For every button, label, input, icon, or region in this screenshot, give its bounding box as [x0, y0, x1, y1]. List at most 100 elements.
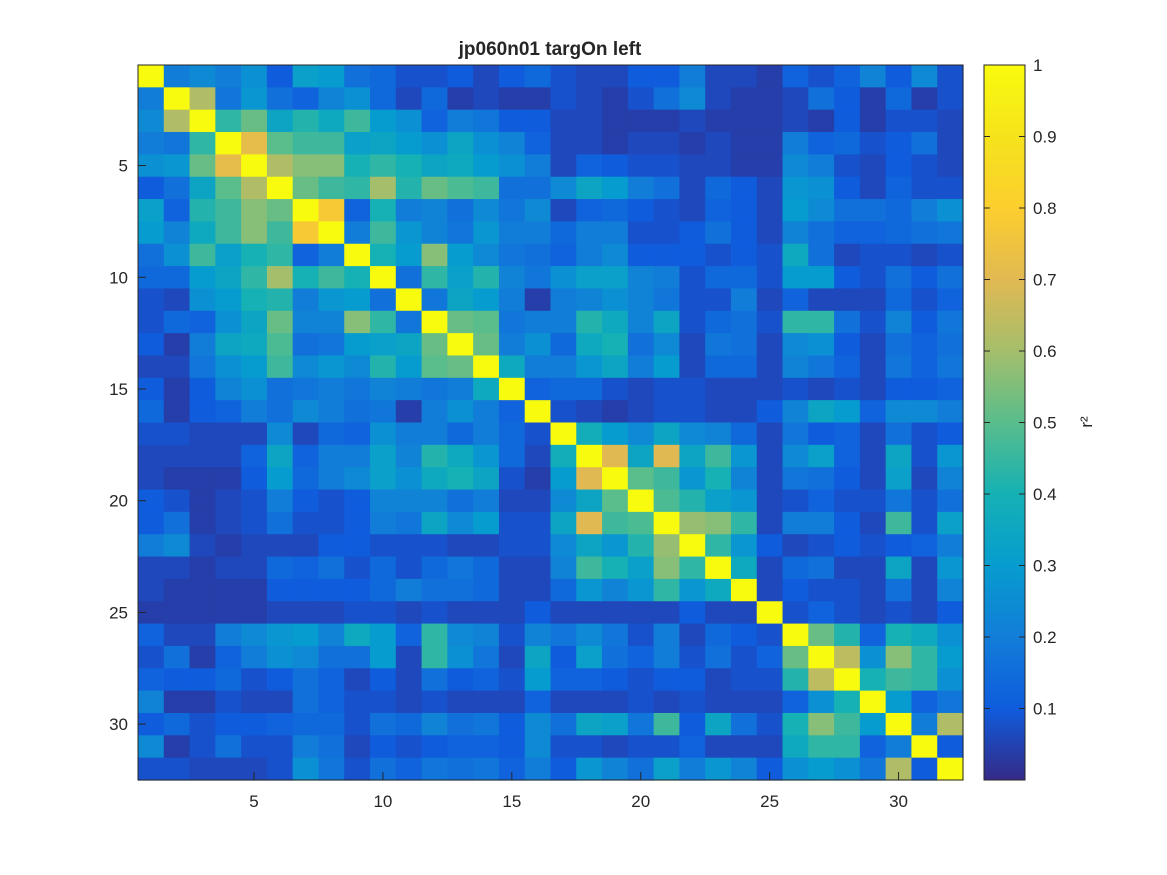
- heatmap-cell: [421, 601, 448, 625]
- heatmap-cell: [859, 243, 887, 267]
- heatmap-cell: [189, 712, 216, 736]
- heatmap-cell: [602, 690, 629, 714]
- heatmap-cell: [705, 578, 732, 602]
- heatmap-cell: [627, 601, 655, 625]
- heatmap-cell: [318, 578, 345, 602]
- heatmap-cell: [550, 601, 577, 625]
- heatmap-cell: [602, 511, 629, 535]
- heatmap-cell: [138, 489, 165, 513]
- heatmap-cell: [782, 243, 809, 267]
- heatmap-cell: [679, 176, 706, 200]
- heatmap-cell: [808, 377, 835, 401]
- heatmap-cell: [163, 87, 191, 111]
- heatmap-cell: [756, 310, 784, 334]
- heatmap-cell: [911, 668, 938, 692]
- heatmap-cell: [782, 467, 809, 491]
- heatmap-cell: [473, 601, 500, 625]
- heatmap-cell: [782, 534, 809, 558]
- heatmap-cell: [395, 355, 423, 379]
- heatmap-cell: [627, 623, 655, 647]
- heatmap-cell: [782, 645, 809, 669]
- heatmap-cell: [344, 266, 371, 290]
- heatmap-cell: [834, 556, 861, 580]
- heatmap-cell: [808, 623, 835, 647]
- heatmap-cell: [782, 757, 809, 781]
- heatmap-cell: [911, 534, 938, 558]
- heatmap-cell: [679, 377, 706, 401]
- heatmap-cell: [344, 199, 371, 222]
- heatmap-cell: [163, 154, 191, 178]
- heatmap-cell: [782, 556, 809, 580]
- heatmap-cell: [911, 87, 938, 111]
- heatmap-cell: [421, 266, 448, 290]
- heatmap-cell: [498, 735, 526, 759]
- heatmap-cell: [370, 333, 397, 357]
- heatmap-cell: [421, 400, 448, 424]
- heatmap-cell: [370, 109, 397, 133]
- heatmap-cell: [395, 511, 423, 535]
- heatmap-cell: [937, 511, 964, 535]
- heatmap-cell: [241, 757, 268, 781]
- heatmap-cell: [885, 757, 913, 781]
- heatmap-cell: [730, 623, 758, 647]
- heatmap-cell: [937, 422, 964, 446]
- heatmap-cell: [885, 132, 913, 155]
- heatmap-cell: [266, 556, 294, 580]
- heatmap-cell: [911, 199, 938, 222]
- heatmap-cell: [498, 221, 526, 245]
- heatmap-cell: [344, 757, 371, 781]
- heatmap-cell: [163, 601, 191, 625]
- colorbar-tick-label: 0.3: [1033, 557, 1057, 576]
- heatmap-cell: [138, 422, 165, 446]
- heatmap-cell: [370, 65, 397, 88]
- heatmap-cell: [756, 154, 784, 178]
- heatmap-cell: [163, 400, 191, 424]
- heatmap-cell: [215, 132, 242, 155]
- heatmap-cell: [834, 288, 861, 312]
- heatmap-cell: [318, 690, 345, 714]
- heatmap-cell: [808, 154, 835, 178]
- heatmap-cell: [576, 601, 603, 625]
- heatmap-cell: [421, 377, 448, 401]
- heatmap-cell: [421, 288, 448, 312]
- heatmap-cell: [859, 310, 887, 334]
- heatmap-cell: [602, 668, 629, 692]
- heatmap-cell: [602, 333, 629, 357]
- heatmap-cell: [189, 422, 216, 446]
- heatmap-cell: [602, 288, 629, 312]
- heatmap-cell: [241, 735, 268, 759]
- heatmap-cell: [730, 601, 758, 625]
- heatmap-cell: [885, 534, 913, 558]
- heatmap-cell: [292, 266, 320, 290]
- heatmap-cell: [447, 601, 474, 625]
- heatmap-cell: [344, 221, 371, 245]
- heatmap-cell: [885, 735, 913, 759]
- heatmap-cell: [524, 757, 552, 781]
- heatmap-cell: [756, 712, 784, 736]
- heatmap-cell: [524, 489, 552, 513]
- heatmap-cell: [292, 355, 320, 379]
- heatmap-cell: [730, 377, 758, 401]
- heatmap-cell: [138, 310, 165, 334]
- heatmap-cell: [705, 712, 732, 736]
- heatmap-cell: [447, 578, 474, 602]
- heatmap-cell: [756, 243, 784, 267]
- heatmap-cell: [550, 377, 577, 401]
- heatmap-cell: [911, 266, 938, 290]
- heatmap-cell: [318, 601, 345, 625]
- heatmap-cell: [653, 176, 681, 200]
- heatmap-cell: [859, 556, 887, 580]
- heatmap-cell: [730, 712, 758, 736]
- heatmap-cell: [473, 668, 500, 692]
- heatmap-cell: [370, 266, 397, 290]
- heatmap-cell: [395, 601, 423, 625]
- heatmap-cell: [241, 109, 268, 133]
- heatmap-cell: [627, 735, 655, 759]
- heatmap-cell: [344, 422, 371, 446]
- heatmap-cell: [782, 199, 809, 222]
- heatmap-cell: [318, 511, 345, 535]
- heatmap-cell: [705, 355, 732, 379]
- heatmap-cell: [782, 377, 809, 401]
- heatmap-cell: [447, 266, 474, 290]
- heatmap-cell: [292, 109, 320, 133]
